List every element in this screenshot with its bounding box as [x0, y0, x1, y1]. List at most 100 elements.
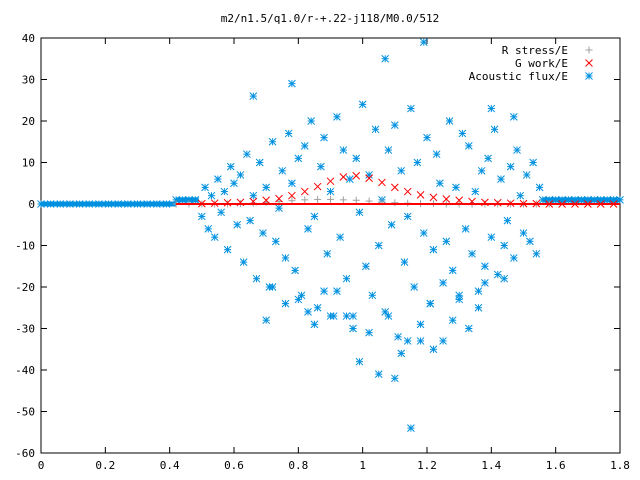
acoustic-flux-e-point [197, 212, 206, 221]
legend-label: G work/E [515, 57, 568, 70]
acoustic-flux-e-point [407, 104, 415, 113]
acoustic-flux-e-point [464, 142, 473, 150]
acoustic-flux-e-point [397, 349, 406, 358]
x-tick-label: 0 [38, 459, 45, 472]
acoustic-flux-e-point [304, 225, 312, 233]
r-stress-e-point [352, 196, 360, 204]
acoustic-flux-e-point [333, 112, 341, 121]
g-work-e-point [365, 174, 373, 183]
y-tick-label: 20 [22, 115, 35, 128]
y-tick-label: -50 [15, 406, 35, 419]
acoustic-flux-e-point [445, 117, 454, 125]
acoustic-flux-e-point [481, 278, 489, 287]
acoustic-flux-e-point [490, 125, 499, 134]
g-work-e-point [275, 194, 283, 203]
acoustic-flux-e-point [455, 291, 464, 300]
r-stress-e-point [301, 196, 309, 204]
acoustic-flux-e-point [284, 129, 293, 138]
acoustic-flux-e-point [471, 187, 480, 196]
acoustic-flux-e-point [500, 241, 509, 250]
acoustic-flux-e-point [365, 328, 373, 337]
g-work-e-point [455, 196, 464, 205]
acoustic-flux-e-point [381, 54, 390, 63]
acoustic-flux-e-point [461, 225, 470, 233]
legend-label: R stress/E [502, 44, 568, 57]
acoustic-flux-e-point [509, 254, 518, 262]
g-work-e-point [326, 177, 335, 186]
acoustic-flux-e-point [439, 337, 447, 345]
acoustic-flux-e-point [387, 220, 396, 229]
plot-marks [37, 38, 624, 432]
acoustic-flux-e-point [532, 249, 541, 258]
acoustic-flux-e-point [432, 150, 441, 159]
plot-frame [40, 37, 621, 454]
acoustic-flux-e-point [239, 258, 248, 266]
acoustic-flux-e-point [397, 166, 406, 175]
acoustic-flux-e-point [268, 283, 277, 291]
acoustic-flux-e-point [310, 320, 319, 329]
acoustic-flux-e-point [288, 179, 296, 188]
acoustic-flux-e-point [310, 212, 319, 221]
x-tick-label: 1 [359, 459, 366, 472]
acoustic-flux-e-point [271, 237, 280, 246]
acoustic-flux-e-point [268, 137, 277, 146]
acoustic-flux-e-point [403, 212, 412, 221]
acoustic-flux-e-point [352, 154, 361, 163]
acoustic-flux-e-point [371, 125, 380, 134]
acoustic-flux-e-point [500, 274, 509, 283]
acoustic-flux-e-point [436, 179, 444, 188]
acoustic-flux-e-point [294, 295, 303, 304]
g-work-e-point [403, 187, 412, 196]
acoustic-flux-e-point [513, 146, 521, 154]
acoustic-flux-e-point [535, 183, 544, 192]
acoustic-flux-e-point [416, 320, 425, 329]
x-tick-label: 1.6 [546, 459, 566, 472]
g-work-e-point [429, 193, 438, 202]
acoustic-flux-e-point [493, 270, 502, 279]
acoustic-flux-e-point [307, 117, 316, 125]
acoustic-flux-e-point [255, 158, 264, 167]
acoustic-flux-e-point [349, 324, 357, 333]
acoustic-flux-e-point [230, 179, 238, 188]
acoustic-flux-e-point [503, 216, 512, 225]
acoustic-flux-e-point [243, 150, 251, 159]
acoustic-flux-e-point [529, 158, 538, 167]
legend-marker [585, 72, 593, 80]
acoustic-flux-e-point [233, 220, 242, 229]
acoustic-flux-e-point [326, 312, 335, 320]
acoustic-flux-e-point [249, 191, 258, 200]
acoustic-flux-e-point [487, 104, 496, 113]
acoustic-flux-e-point [358, 100, 367, 109]
acoustic-flux-e-point [509, 112, 518, 121]
acoustic-flux-e-point [394, 332, 402, 341]
acoustic-flux-e-point [516, 191, 525, 200]
acoustic-flux-e-point [413, 158, 422, 167]
g-work-e-point [339, 173, 348, 181]
acoustic-flux-e-point [522, 171, 531, 179]
acoustic-flux-e-point [390, 121, 399, 130]
legend-label: Acoustic flux/E [469, 70, 568, 83]
r-stress-e-point [391, 199, 399, 207]
acoustic-flux-e-point [448, 266, 457, 275]
acoustic-flux-e-point [281, 299, 290, 308]
acoustic-flux-e-point [207, 191, 216, 200]
g-work-e-point [262, 196, 271, 205]
g-work-e-point [493, 198, 502, 207]
acoustic-flux-e-point [464, 324, 473, 333]
g-work-e-point [313, 182, 322, 191]
g-work-e-point [300, 187, 309, 196]
g-work-e-point [416, 191, 425, 199]
y-tick-label: 30 [22, 74, 35, 87]
acoustic-flux-e-point [259, 229, 267, 237]
acoustic-flux-e-point [342, 312, 351, 320]
acoustic-flux-e-point [275, 204, 283, 213]
acoustic-flux-e-point [474, 303, 483, 312]
g-work-e-point [390, 183, 399, 192]
acoustic-flux-e-point [426, 299, 435, 308]
acoustic-flux-e-point [448, 316, 457, 325]
acoustic-flux-e-point [316, 162, 325, 171]
acoustic-flux-e-point [326, 187, 335, 196]
r-stress-e-point [314, 195, 322, 203]
acoustic-flux-e-point [355, 208, 364, 217]
